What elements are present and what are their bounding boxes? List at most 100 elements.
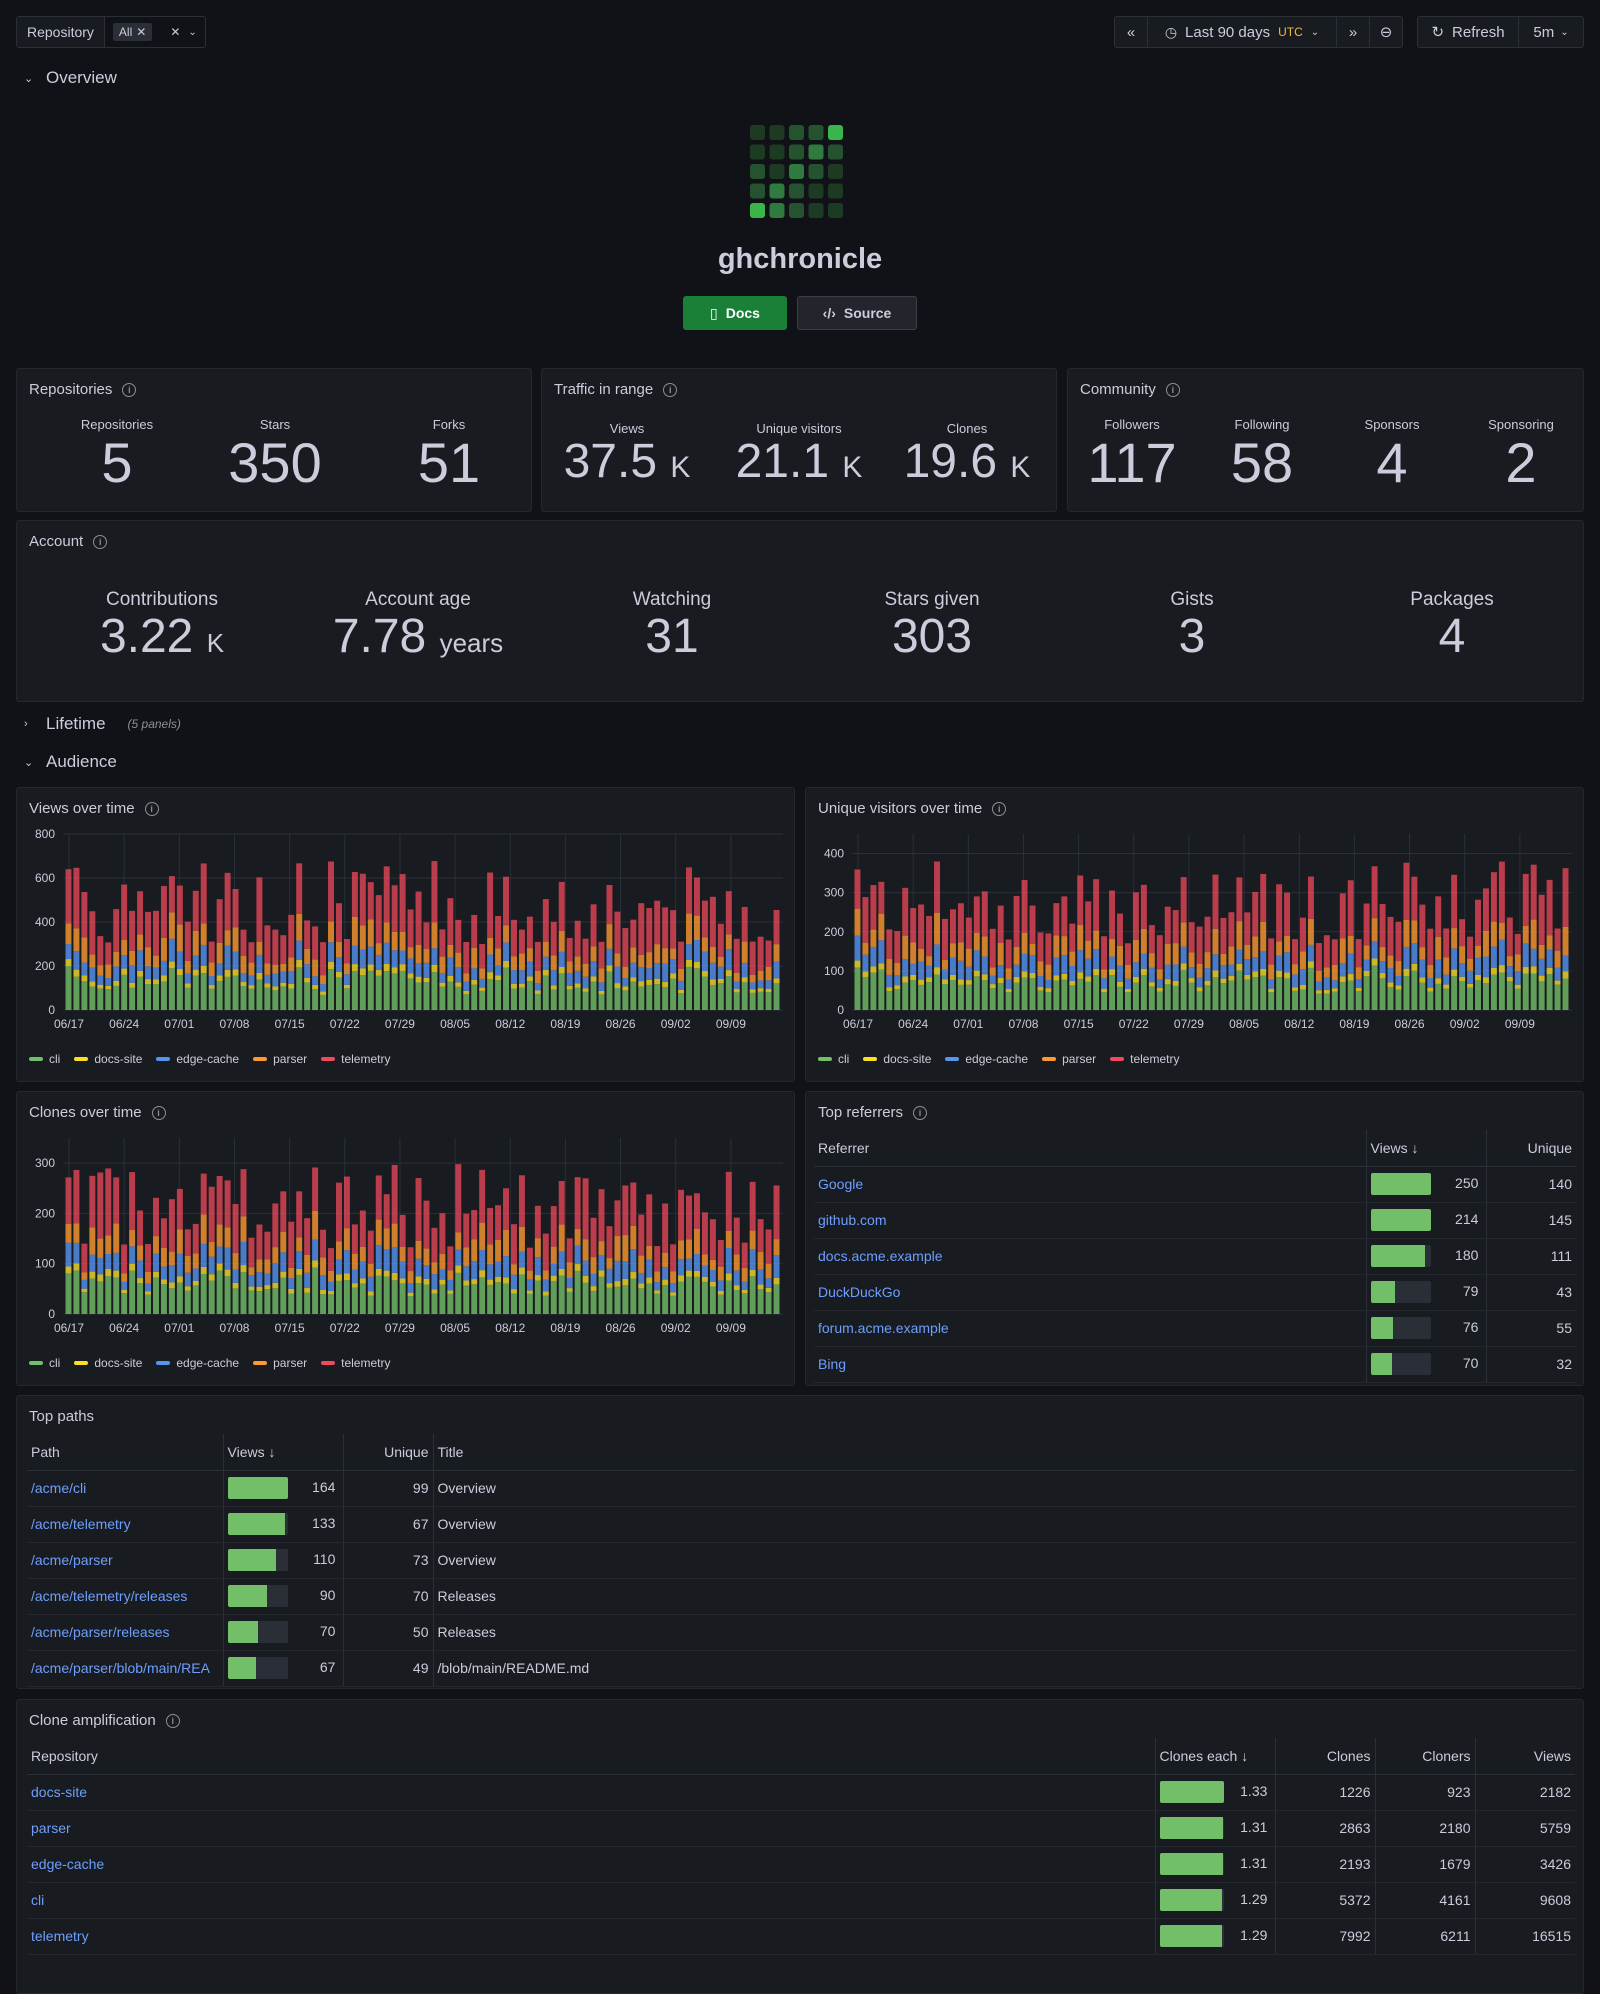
legend-item[interactable]: cli (29, 1356, 60, 1370)
refresh-button[interactable]: ↻ Refresh (1417, 16, 1519, 48)
zoom-out-button[interactable]: ⊖ (1369, 16, 1403, 48)
col-views[interactable]: Views ↓ (1365, 1130, 1486, 1167)
bar-segment (407, 978, 414, 1010)
bar-segment (1514, 971, 1521, 985)
referrer-link[interactable]: DuckDuckGo (814, 1274, 1366, 1311)
clear-icon[interactable]: ✕ (170, 25, 181, 39)
legend-item[interactable]: cli (818, 1052, 849, 1066)
col-unique[interactable]: Unique (1485, 1130, 1576, 1167)
chip-remove-icon[interactable]: ✕ (136, 25, 147, 39)
bar-segment (383, 1249, 390, 1271)
legend-item[interactable]: docs-site (74, 1052, 142, 1066)
variable-value[interactable]: All ✕ ✕ ⌄ (105, 17, 205, 47)
bar-segment (359, 1210, 366, 1247)
col-path[interactable]: Path (27, 1434, 223, 1471)
referrer-link[interactable]: Google (814, 1166, 1366, 1203)
info-icon[interactable]: i (1165, 382, 1180, 397)
col-unique[interactable]: Unique (342, 1434, 433, 1471)
bar-segment (240, 955, 247, 974)
info-icon[interactable]: i (122, 382, 137, 397)
row-lifetime-header[interactable]: › Lifetime (5 panels) (24, 714, 181, 733)
legend-item[interactable]: telemetry (321, 1356, 390, 1370)
legend-item[interactable]: parser (1042, 1052, 1096, 1066)
referrer-link[interactable]: Bing (814, 1346, 1366, 1383)
legend-item[interactable]: telemetry (321, 1052, 390, 1066)
path-link[interactable]: /acme/telemetry (27, 1506, 223, 1543)
path-link[interactable]: /acme/cli (27, 1470, 223, 1507)
chevron-down-icon[interactable]: ⌄ (188, 26, 197, 38)
bar-segment (105, 1235, 112, 1255)
repository-link[interactable]: telemetry (27, 1918, 1155, 1955)
bar-segment (574, 1245, 581, 1265)
bar-segment (351, 1269, 358, 1284)
bar-segment (351, 916, 358, 946)
source-button[interactable]: ‹/› Source (797, 296, 917, 330)
bar-segment (902, 935, 909, 959)
referrer-link[interactable]: docs.acme.example (814, 1238, 1366, 1275)
stat-sponsoring: Sponsoring 2 (1488, 417, 1554, 494)
legend-item[interactable]: docs-site (74, 1356, 142, 1370)
col-title[interactable]: Title (432, 1434, 1575, 1471)
refresh-interval-picker[interactable]: 5m ⌄ (1518, 16, 1584, 48)
info-icon[interactable]: i (165, 1713, 180, 1728)
bar-segment (1268, 964, 1275, 980)
bar-segment (208, 1241, 215, 1257)
col-cloners[interactable]: Cloners (1374, 1738, 1475, 1775)
docs-button[interactable]: ▯ Docs (683, 296, 787, 330)
time-shift-back-button[interactable]: « (1114, 16, 1148, 48)
info-icon[interactable]: i (913, 1105, 928, 1120)
legend-item[interactable]: parser (253, 1356, 307, 1370)
path-link[interactable]: /acme/telemetry/releases (27, 1578, 223, 1615)
bar-segment (1021, 953, 1028, 972)
repository-link[interactable]: parser (27, 1810, 1155, 1847)
bar-segment (1045, 933, 1052, 965)
legend-item[interactable]: edge-cache (945, 1052, 1028, 1066)
legend-item[interactable]: parser (253, 1052, 307, 1066)
table-row: /acme/telemetry 133 67 Overview (27, 1506, 1575, 1543)
col-referrer[interactable]: Referrer (814, 1130, 1366, 1167)
bar-segment (773, 944, 780, 962)
bar-segment (343, 1273, 350, 1281)
path-link[interactable]: /acme/parser/releases (27, 1614, 223, 1651)
info-icon[interactable]: i (144, 801, 159, 816)
info-icon[interactable]: i (151, 1105, 166, 1120)
info-icon[interactable]: i (93, 534, 108, 549)
bar-segment (160, 1218, 167, 1248)
bar-segment (240, 1241, 247, 1266)
row-audience-header[interactable]: ⌄ Audience (24, 752, 117, 771)
repository-link[interactable]: edge-cache (27, 1846, 1155, 1883)
bar-segment (598, 1276, 605, 1314)
col-repository[interactable]: Repository (27, 1738, 1155, 1775)
bar-segment (137, 1260, 144, 1279)
time-range-picker[interactable]: ◷ Last 90 days UTC ⌄ (1147, 16, 1337, 48)
col-views[interactable]: Views ↓ (222, 1434, 343, 1471)
variable-chip[interactable]: All ✕ (112, 23, 153, 41)
bar-segment (1148, 986, 1155, 1010)
info-icon[interactable]: i (992, 801, 1007, 816)
referrer-link[interactable]: forum.acme.example (814, 1310, 1366, 1347)
legend-item[interactable]: edge-cache (156, 1052, 239, 1066)
path-link[interactable]: /acme/parser/blob/main/REA (27, 1650, 223, 1687)
legend-item[interactable]: edge-cache (156, 1356, 239, 1370)
referrer-link[interactable]: github.com (814, 1202, 1366, 1239)
legend-item[interactable]: telemetry (1110, 1052, 1179, 1066)
time-shift-forward-button[interactable]: » (1336, 16, 1370, 48)
col-views[interactable]: Views (1474, 1738, 1575, 1775)
col-clones-each[interactable]: Clones each ↓ (1154, 1738, 1275, 1775)
bar-segment (471, 1239, 478, 1262)
repository-link[interactable]: cli (27, 1882, 1155, 1919)
bar-segment (693, 1276, 700, 1314)
views-cell: 180 (1365, 1238, 1486, 1275)
col-clones[interactable]: Clones (1274, 1738, 1375, 1775)
path-link[interactable]: /acme/parser (27, 1542, 223, 1579)
repository-link[interactable]: docs-site (27, 1774, 1155, 1811)
legend-item[interactable]: cli (29, 1052, 60, 1066)
repository-variable-picker[interactable]: Repository All ✕ ✕ ⌄ (16, 16, 206, 48)
info-icon[interactable]: i (663, 382, 678, 397)
bar-segment (518, 1251, 525, 1268)
row-overview-header[interactable]: ⌄ Overview (24, 68, 117, 87)
bar-segment (1427, 964, 1434, 979)
bar-segment (335, 1241, 342, 1260)
bar-segment (1395, 921, 1402, 962)
legend-item[interactable]: docs-site (863, 1052, 931, 1066)
